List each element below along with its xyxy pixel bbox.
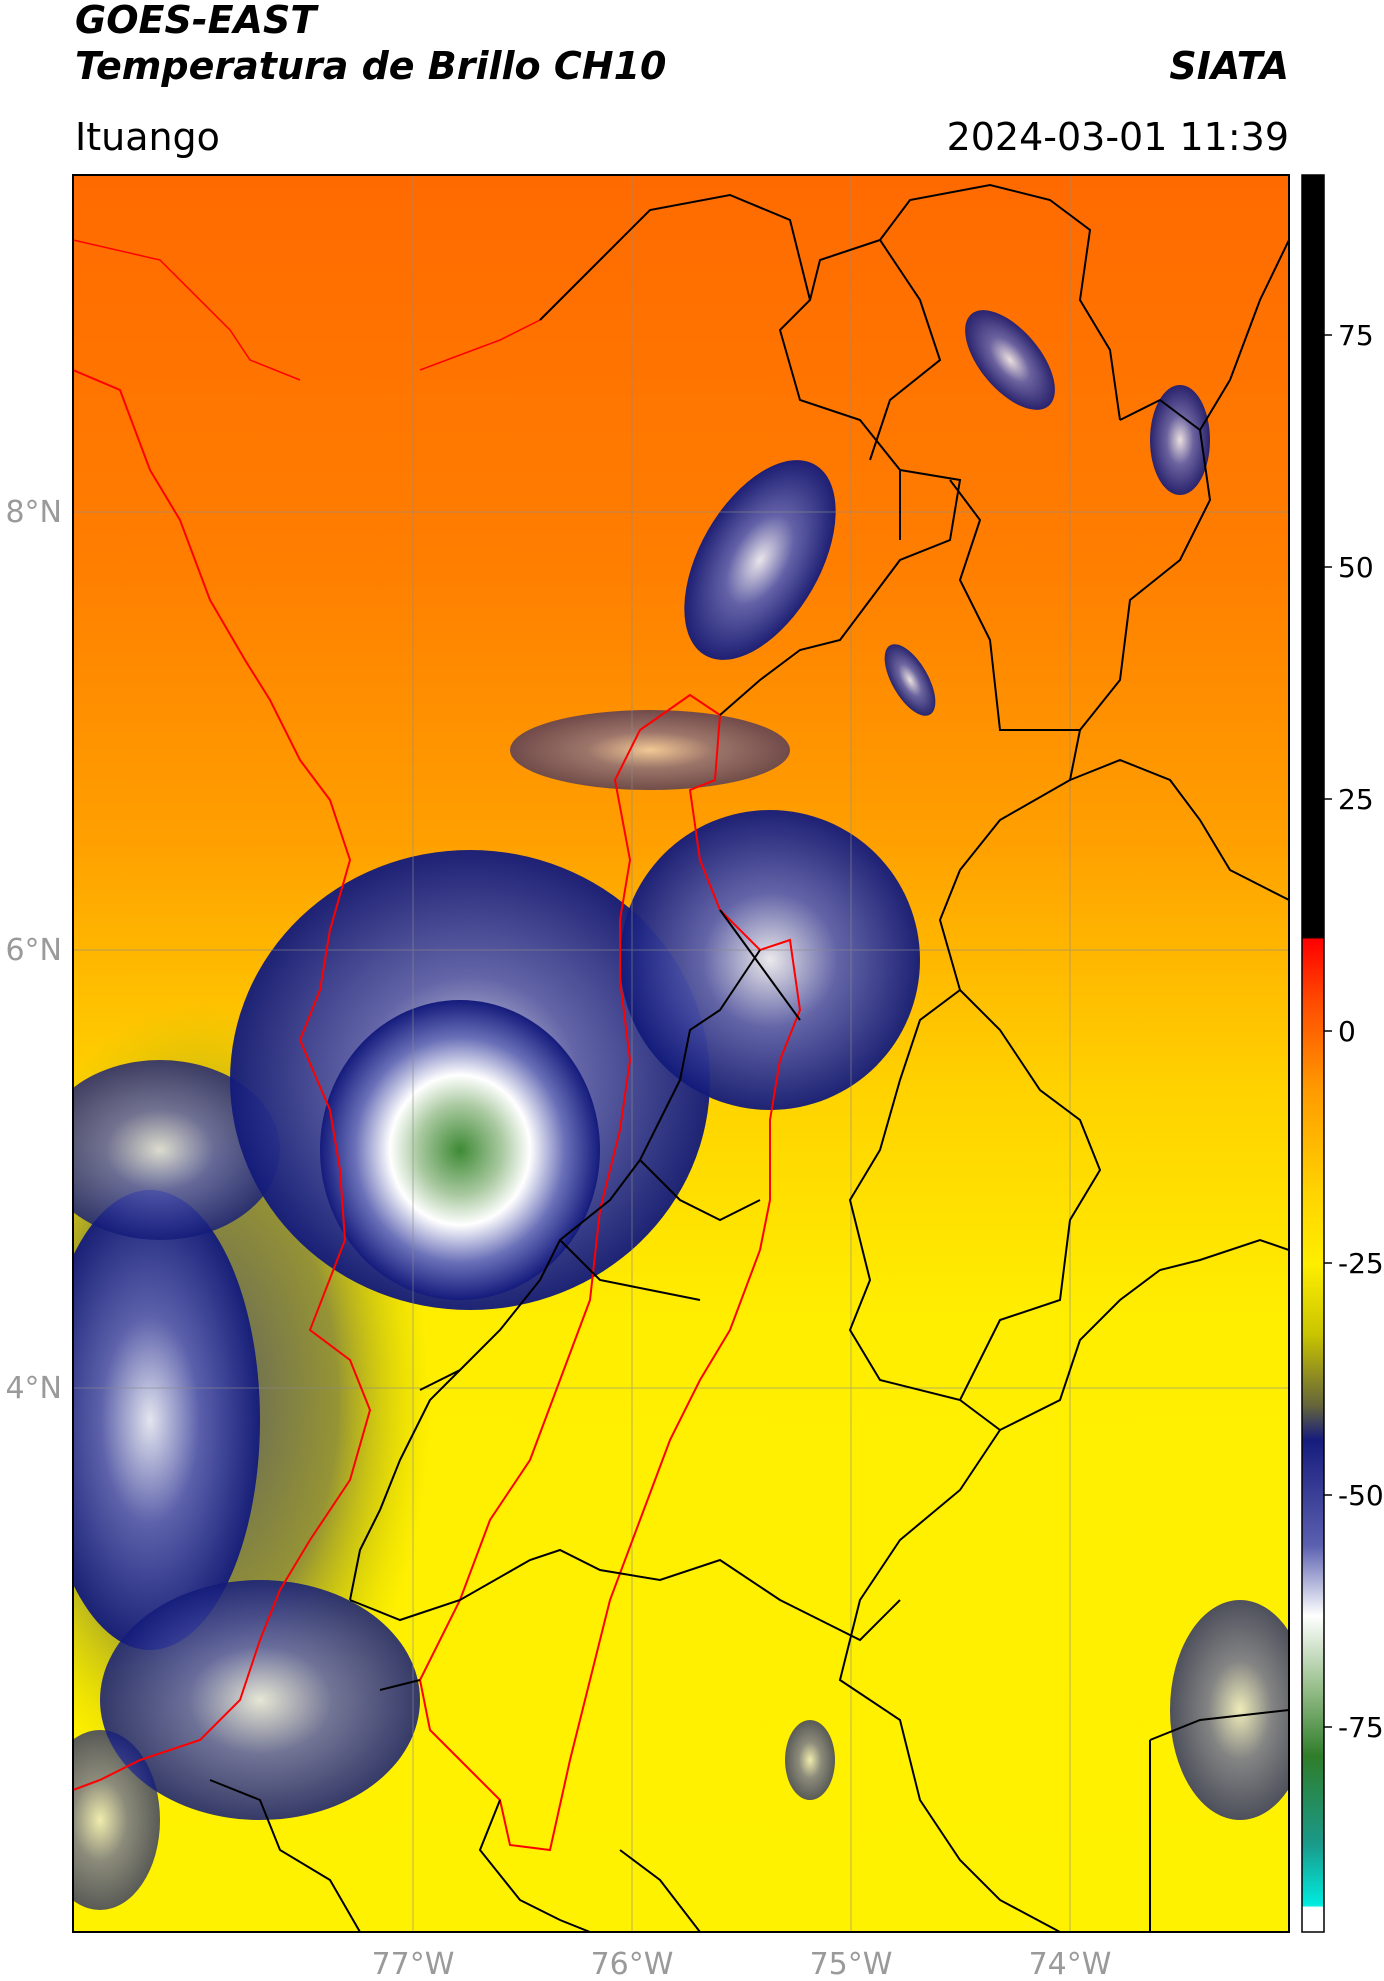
colorbar-tick: 50 xyxy=(1338,551,1374,584)
brand-label: SIATA xyxy=(1169,44,1289,88)
satellite-title: GOES-EAST xyxy=(75,0,317,42)
coastline xyxy=(73,369,372,1791)
region-boundary xyxy=(418,693,802,1852)
colorbar-gradient xyxy=(1301,174,1325,1933)
location-label: Ituango xyxy=(75,115,220,159)
lat-tick: 6°N xyxy=(5,933,62,968)
lon-tick: 76°W xyxy=(591,1947,674,1981)
colorbar-tick: -50 xyxy=(1338,1479,1384,1512)
product-title: Temperatura de Brillo CH10 xyxy=(75,44,667,88)
colorbar-tick: 0 xyxy=(1338,1015,1356,1048)
lon-tick: 77°W xyxy=(372,1947,455,1981)
lat-tick: 4°N xyxy=(5,1371,62,1406)
lon-tick: 74°W xyxy=(1029,1947,1112,1981)
colorbar: 75 50 25 0 -25 -50 -75 xyxy=(1301,174,1384,1933)
brightness-temperature-field xyxy=(73,175,1289,1932)
colorbar-tick: -75 xyxy=(1338,1711,1384,1744)
timestamp-label: 2024-03-01 11:39 xyxy=(946,115,1289,159)
admin-borders xyxy=(209,183,1289,1932)
longitude-tick-labels: 77°W 76°W 75°W 74°W xyxy=(372,1947,1112,1981)
map-frame xyxy=(72,174,1290,1933)
colorbar-tick: 25 xyxy=(1338,783,1374,816)
latitude-tick-labels: 8°N 6°N 4°N xyxy=(5,495,62,1406)
lon-tick: 75°W xyxy=(810,1947,893,1981)
lat-tick: 8°N xyxy=(5,495,62,530)
colorbar-tick: 75 xyxy=(1338,319,1374,352)
colorbar-tick: -25 xyxy=(1338,1247,1384,1280)
